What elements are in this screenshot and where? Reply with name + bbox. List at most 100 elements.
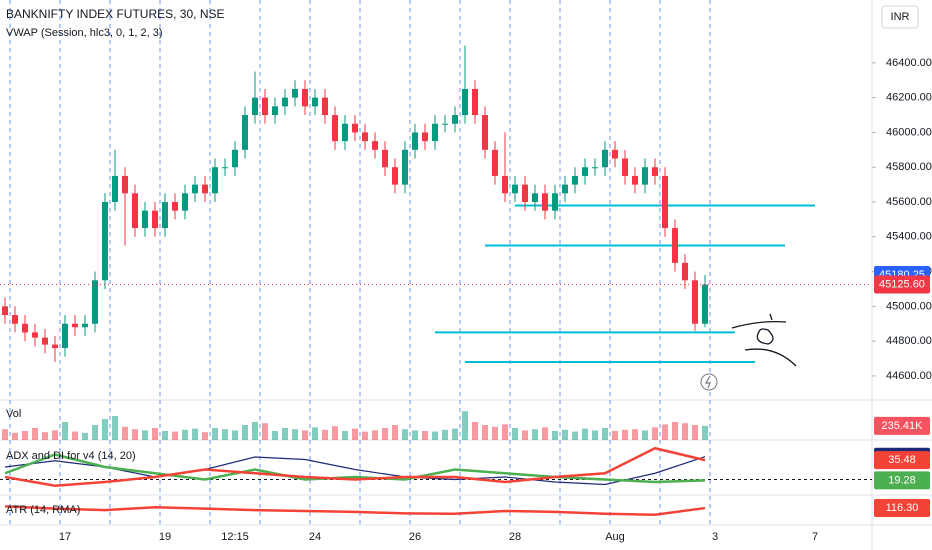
volume-bar (562, 429, 568, 440)
indicator-line (4, 446, 706, 488)
indicator-value: 35.48 (888, 454, 916, 466)
volume-bar (672, 422, 678, 440)
volume-bar (632, 429, 638, 440)
indicator-value-box (874, 471, 930, 490)
candle-body (582, 167, 588, 176)
candle-body (622, 158, 628, 176)
candle-body (642, 167, 648, 185)
candle-body (22, 323, 28, 333)
currency-box[interactable] (881, 5, 919, 29)
candle-body (402, 149, 408, 185)
volume-bar (642, 430, 648, 440)
candle-body (662, 175, 668, 229)
candle-body (432, 123, 438, 142)
indicator-line (4, 453, 706, 484)
candle-body (672, 228, 678, 263)
candle-body (532, 193, 538, 202)
y-tick-label: 45400.00 (886, 231, 932, 243)
volume-bar (402, 429, 408, 440)
x-tick-label: 19 (159, 531, 171, 543)
candle-body (462, 88, 468, 116)
volume-bar (502, 424, 508, 440)
volume-bar (42, 432, 48, 440)
volume-bar (162, 431, 168, 440)
candle-body (222, 167, 228, 169)
y-tick-label: 45000.00 (886, 300, 932, 312)
volume-bar (252, 422, 258, 440)
volume-bar (242, 425, 248, 440)
volume-bar (382, 428, 388, 440)
candle-body (182, 193, 188, 211)
y-tick-label: 46400.00 (886, 57, 932, 69)
volume-bar (212, 428, 218, 440)
candle-body (412, 132, 418, 150)
candle-body (262, 97, 268, 116)
volume-bar (592, 430, 598, 440)
atr-title: ATR (14, RMA) (6, 504, 80, 516)
candle-body (82, 323, 88, 328)
candle-body (52, 344, 58, 349)
candle-body (102, 202, 108, 281)
volume-bar (622, 429, 628, 440)
y-tick-label: 46200.00 (886, 92, 932, 104)
candle-body (62, 323, 68, 349)
indicator-line (4, 505, 706, 516)
volume-bar (362, 431, 368, 440)
volume-bar (542, 427, 548, 440)
volume-bar (152, 428, 158, 440)
x-tick-label: 26 (409, 531, 421, 543)
volume-bar (372, 430, 378, 440)
volume-bar (302, 430, 308, 440)
event-icon[interactable] (700, 373, 718, 391)
candle-body (552, 193, 558, 211)
candle-body (92, 280, 98, 324)
candle-body (502, 175, 508, 194)
candle-body (282, 97, 288, 107)
candle-body (232, 149, 238, 168)
candle-body (142, 210, 148, 229)
volume-bar (522, 430, 528, 440)
candle-body (562, 184, 568, 194)
candle-body (682, 262, 688, 281)
volume-bar (102, 419, 108, 440)
volume-bar (432, 431, 438, 440)
volume-bar (692, 425, 698, 440)
x-tick-label: 12:15 (221, 531, 249, 543)
volume-bar (572, 431, 578, 440)
y-tick-label: 45800.00 (886, 161, 932, 173)
volume-bar (22, 431, 28, 440)
volume-bar (442, 429, 448, 440)
volume-bar (492, 426, 498, 440)
volume-bar (662, 424, 668, 440)
candle-body (382, 149, 388, 168)
candle-body (482, 115, 488, 150)
volume-bar (352, 428, 358, 440)
candle-body (12, 315, 18, 324)
x-tick-label: 24 (309, 531, 321, 543)
candle-body (512, 184, 518, 194)
candle-body (352, 123, 358, 133)
volume-bar (652, 427, 658, 440)
volume-label-box (874, 416, 930, 435)
volume-bar (482, 425, 488, 440)
candle-body (422, 132, 428, 142)
volume-bar (512, 428, 518, 440)
volume-bar (92, 425, 98, 440)
candle-body (492, 149, 498, 176)
volume-label: 235.41K (882, 420, 924, 432)
x-tick-label: Aug (605, 531, 625, 543)
currency[interactable]: INR (891, 11, 910, 23)
candle-body (162, 202, 168, 229)
volume-bar (312, 427, 318, 440)
volume-bar (202, 432, 208, 440)
candle-body (42, 337, 48, 345)
volume-bar (682, 423, 688, 440)
candle-body (392, 167, 398, 185)
candle-body (332, 115, 338, 142)
volume-bar (122, 426, 128, 440)
indicator-legend: VWAP (Session, hlc3, 0, 1, 2, 3) (6, 27, 163, 39)
candle-body (172, 202, 178, 211)
hand-drawing (731, 313, 797, 367)
price-label-box (874, 275, 930, 294)
